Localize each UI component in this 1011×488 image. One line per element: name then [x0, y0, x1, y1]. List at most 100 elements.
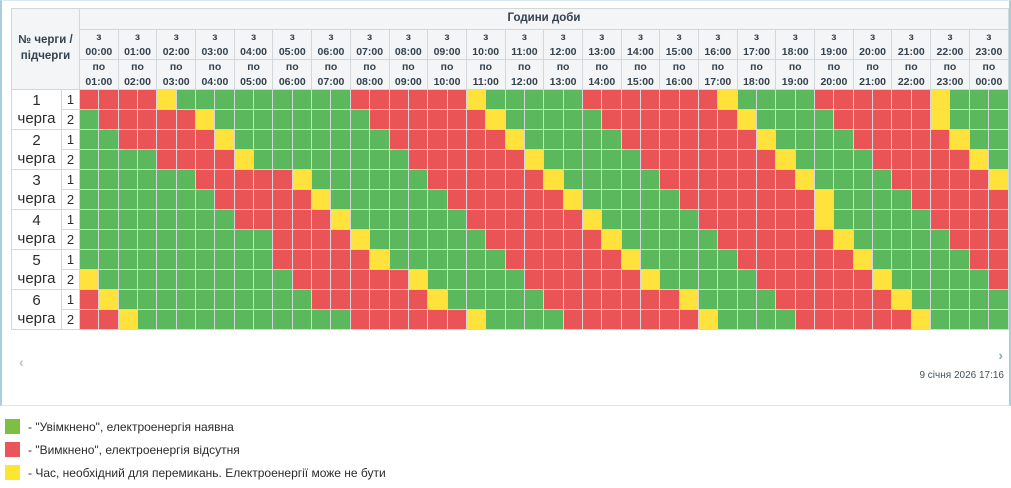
schedule-cell	[156, 129, 177, 150]
hour-to-16: по 17:00	[698, 59, 738, 90]
schedule-cell	[620, 289, 641, 310]
schedule-row-3-1: 3 черга 1	[11, 169, 1009, 210]
schedule-cell	[407, 169, 429, 190]
schedule-cell	[195, 169, 216, 190]
schedule-cell	[736, 109, 758, 130]
hour-from-4: з 04:00	[233, 29, 274, 60]
schedule-cell	[253, 269, 274, 290]
schedule-cell	[581, 209, 603, 230]
schedule-cell	[639, 189, 661, 210]
schedule-cell	[736, 249, 758, 270]
hour-from-3: з 03:00	[195, 29, 235, 60]
schedule-cell	[504, 169, 525, 190]
schedule-cell	[117, 109, 139, 130]
hour-from-2: з 02:00	[156, 29, 197, 60]
schedule-cell	[794, 269, 816, 290]
schedule-cell	[407, 89, 429, 110]
schedule-cell	[465, 189, 487, 210]
schedule-cell	[814, 209, 835, 230]
schedule-cell	[427, 109, 448, 130]
schedule-cell	[639, 269, 661, 290]
schedule-cell	[137, 249, 158, 270]
schedule-cell	[117, 149, 139, 170]
next-day-chevron-icon[interactable]: ›	[998, 347, 1003, 363]
schedule-cell	[988, 149, 1009, 170]
schedule-cell	[137, 269, 158, 290]
schedule-cell	[891, 89, 912, 110]
schedule-cell	[872, 129, 893, 150]
schedule-cell	[446, 229, 467, 250]
schedule-cell	[697, 309, 719, 330]
subqueue-label: 1	[61, 169, 80, 190]
schedule-cell	[311, 269, 332, 290]
schedule-cell	[195, 289, 216, 310]
schedule-cell	[968, 189, 990, 210]
legend-swatch-switching-icon	[5, 465, 20, 480]
hour-to-22: по 23:00	[930, 59, 970, 90]
schedule-cell	[117, 309, 139, 330]
schedule-cell	[756, 289, 777, 310]
schedule-cell	[814, 149, 835, 170]
schedule-cell	[794, 249, 816, 270]
schedule-cell	[291, 209, 313, 230]
schedule-cell	[697, 109, 719, 130]
schedule-cell	[543, 129, 564, 150]
schedule-cell	[485, 269, 506, 290]
schedule-cell	[175, 129, 197, 150]
schedule-cell	[137, 289, 158, 310]
schedule-cell	[311, 289, 332, 310]
schedule-cell	[891, 169, 912, 190]
schedule-cell	[98, 149, 119, 170]
schedule-cell	[446, 109, 467, 130]
hour-from-23: з 23:00	[968, 29, 1010, 60]
schedule-cell	[78, 129, 100, 150]
schedule-cell	[388, 149, 409, 170]
schedule-cell	[794, 109, 816, 130]
schedule-cell	[717, 169, 738, 190]
schedule-cell	[407, 189, 429, 210]
schedule-cell	[272, 209, 293, 230]
schedule-cell	[175, 89, 197, 110]
schedule-cell	[504, 269, 525, 290]
schedule-cell	[175, 309, 197, 330]
legend-item-off: - "Вимкнено", електроенергія відсутня	[5, 442, 1011, 457]
schedule-cell	[814, 289, 835, 310]
hour-from-1: з 01:00	[117, 29, 158, 60]
schedule-cell	[98, 89, 119, 110]
schedule-cell	[78, 269, 100, 290]
schedule-cell	[562, 249, 583, 270]
subqueue-label: 2	[61, 109, 80, 130]
schedule-cell	[756, 109, 777, 130]
schedule-cell	[930, 309, 951, 330]
schedule-cell	[369, 309, 390, 330]
schedule-cell	[775, 89, 796, 110]
schedule-cell	[697, 189, 719, 210]
hour-from-19: з 19:00	[814, 29, 854, 60]
schedule-cell	[891, 209, 912, 230]
hours-title: Години доби	[79, 8, 1009, 30]
schedule-cell	[330, 249, 351, 270]
schedule-cell	[581, 129, 603, 150]
hour-to-10: по 11:00	[465, 59, 506, 90]
hour-to-21: по 22:00	[891, 59, 932, 90]
schedule-cell	[427, 229, 448, 250]
hour-from-20: з 20:00	[852, 29, 893, 60]
schedule-cell	[485, 129, 506, 150]
schedule-cell	[910, 109, 932, 130]
schedule-cell	[852, 229, 874, 250]
schedule-cell	[581, 249, 603, 270]
schedule-cell	[543, 229, 564, 250]
schedule-cell	[427, 149, 448, 170]
prev-day-chevron-icon[interactable]: ‹	[19, 354, 24, 370]
schedule-cell	[949, 129, 970, 150]
schedule-cell	[175, 289, 197, 310]
schedule-cell	[543, 169, 564, 190]
schedule-cell	[195, 229, 216, 250]
schedule-cell	[678, 169, 700, 190]
schedule-cell	[872, 289, 893, 310]
schedule-cell	[543, 309, 564, 330]
schedule-cell	[465, 129, 487, 150]
schedule-cell	[639, 149, 661, 170]
schedule-table: № черги / підчерги Години доби з 00:00 з 01:00…	[11, 8, 1010, 330]
schedule-cell	[253, 89, 274, 110]
